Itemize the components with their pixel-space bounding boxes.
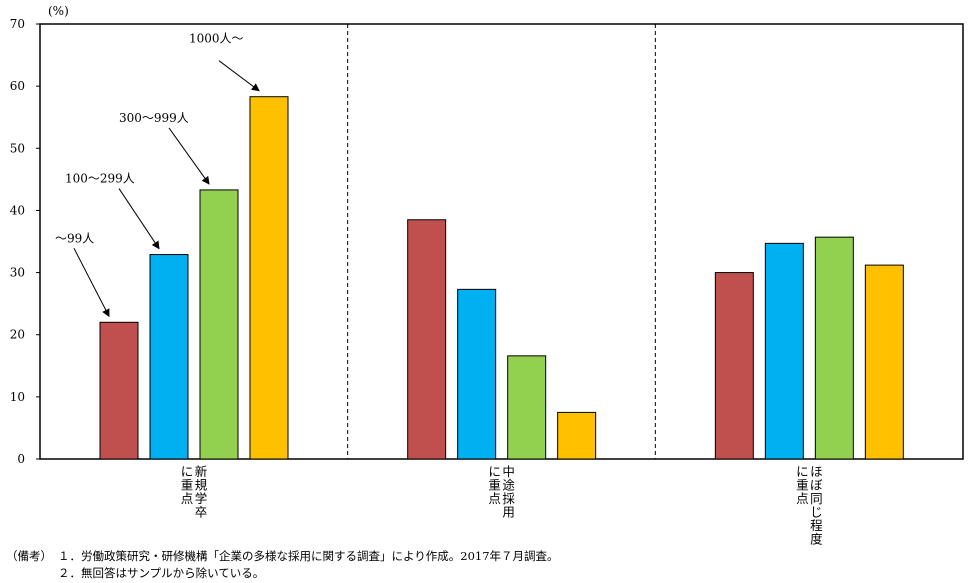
bar (507, 355, 547, 460)
bar (557, 411, 597, 460)
bar (99, 321, 139, 460)
series-annotation-label: 1000人〜 (189, 32, 244, 46)
bar (457, 288, 497, 460)
category-label-char: 重 (181, 478, 194, 493)
series-annotation-arrow (73, 248, 110, 318)
category-label-char: 重 (488, 478, 501, 493)
bar (714, 272, 754, 460)
category-label-char: じ (810, 505, 823, 520)
note-line-1: １．労働政策研究・研修機構「企業の多様な採用に関する調査」により作成。2017年… (58, 549, 559, 563)
series-annotation-label: 300〜999人 (119, 111, 189, 125)
category-label-char: 中 (502, 464, 515, 479)
category-label-char: 途 (502, 478, 515, 493)
y-tick-label: 0 (17, 452, 25, 466)
category-label-char: 新 (195, 464, 208, 479)
bar (199, 189, 239, 460)
category-label-char: 重 (796, 478, 809, 493)
category-label-char: 程 (810, 518, 823, 533)
category-label-char: 点 (796, 491, 809, 506)
bar (864, 264, 904, 460)
y-tick-label: 20 (10, 328, 25, 342)
category-label-char: 用 (502, 505, 515, 520)
bar (249, 96, 289, 460)
y-tick-label: 70 (10, 17, 25, 31)
category-label-char: ぼ (810, 478, 823, 493)
bar (407, 219, 447, 460)
category-label-char: に (796, 464, 809, 479)
category-label-char: 学 (195, 491, 208, 506)
y-unit-label: (%) (48, 4, 69, 18)
y-tick-label: 50 (10, 141, 25, 155)
series-annotation-label: 100〜299人 (65, 172, 135, 186)
series-annotation-arrow (118, 188, 160, 250)
y-tick-label: 10 (10, 390, 25, 404)
category-label-char: 同 (810, 491, 823, 506)
category-label-char: 度 (810, 532, 823, 547)
category-label-char: に (181, 464, 194, 479)
note-line-2: ２．無回答はサンプルから除いている。 (58, 566, 265, 580)
series-annotation-arrow (218, 60, 260, 92)
series-annotation-arrow (168, 127, 210, 185)
category-label-char: 卒 (195, 505, 208, 520)
category-label-char: 点 (181, 491, 194, 506)
plot-frame (39, 23, 964, 460)
notes-prefix: （備考） (6, 549, 52, 563)
bar (814, 236, 854, 460)
y-tick-label: 30 (10, 266, 25, 280)
bar (764, 242, 804, 460)
y-tick-label: 60 (10, 79, 25, 93)
category-label-char: 点 (488, 491, 501, 506)
category-label-char: に (488, 464, 501, 479)
series-annotation-label: 〜99人 (55, 231, 94, 245)
category-label-char: 採 (502, 491, 515, 506)
y-tick-label: 40 (10, 203, 25, 217)
category-label-char: ほ (810, 464, 823, 479)
category-label-char: 規 (195, 478, 208, 493)
bar (149, 254, 189, 460)
